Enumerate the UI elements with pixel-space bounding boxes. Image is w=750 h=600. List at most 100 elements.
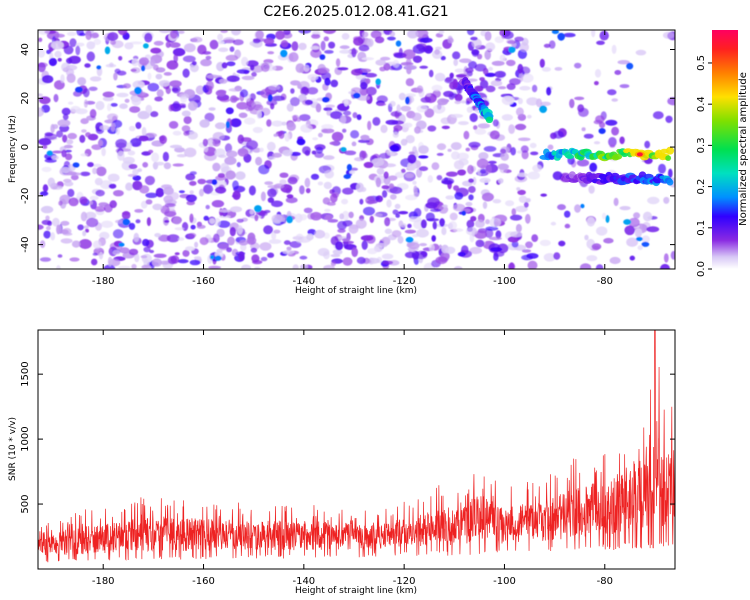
spectrogram-cell — [155, 161, 165, 166]
spectrogram-cell — [540, 193, 547, 197]
spectrogram-cell — [219, 98, 230, 103]
spectrogram-cell — [286, 122, 296, 131]
spectrogram-cell — [56, 224, 61, 235]
spectrogram-cell — [208, 107, 216, 111]
spectrogram-cell — [115, 219, 123, 224]
spectrogram-cell — [578, 107, 589, 117]
spectrogram-cell — [296, 138, 306, 146]
spectrogram-cell — [391, 230, 402, 238]
spectrogram-cell — [237, 148, 249, 157]
spectrogram-cell — [484, 31, 492, 41]
spectrogram-cell — [310, 211, 322, 221]
colorbar-tick-label: 0.1 — [696, 220, 707, 236]
spectrogram-cell — [389, 186, 403, 194]
spectrogram-cell — [91, 32, 99, 38]
spectrogram-cell — [39, 257, 52, 262]
spectrogram-cell — [281, 121, 287, 126]
spectrogram-cell — [273, 183, 285, 189]
spectrogram-cell — [307, 229, 317, 236]
spectrogram-cell — [586, 216, 596, 227]
spectrogram-cell — [42, 145, 48, 149]
spectrogram-cell — [275, 30, 285, 40]
spectrogram-cell — [247, 232, 256, 242]
spectrogram-cell — [303, 64, 310, 72]
spectrogram-cell — [332, 249, 343, 255]
spectrogram-cell — [107, 256, 113, 267]
spectrogram-cell — [77, 77, 87, 86]
spectrogram-cell — [133, 232, 140, 242]
spectrogram-cell — [67, 101, 74, 105]
spectrogram-cell — [187, 232, 197, 238]
spectrogram-cell — [474, 128, 487, 135]
spectrogram-cell — [291, 41, 299, 51]
spectrogram-cell — [405, 194, 418, 201]
spectrogram-cell — [500, 152, 510, 161]
spectrogram-cell — [611, 98, 618, 102]
spectrogram-cell — [226, 61, 236, 67]
spectrogram-cell — [335, 241, 344, 251]
spectrogram-cell — [479, 77, 485, 82]
spectrogram-cell — [67, 188, 75, 198]
spectrogram-cell — [376, 102, 387, 107]
spectrogram-cell — [38, 48, 46, 58]
spectrogram-cell — [372, 117, 381, 126]
spectrogram-cell — [254, 214, 259, 222]
spectrogram-cell — [43, 230, 51, 239]
spectrogram-cell — [442, 204, 448, 208]
spectrogram-cell — [69, 38, 77, 48]
spectrogram-cell — [323, 181, 332, 190]
spectrogram-y-tick-label: -40 — [20, 236, 31, 252]
spectrogram-cell — [217, 40, 225, 45]
spectrogram-cell — [299, 255, 308, 260]
spectrogram-cell — [273, 229, 281, 234]
spectrogram-cell — [523, 201, 529, 208]
spectrogram-cell — [330, 261, 336, 267]
spectrogram-cell — [526, 97, 539, 106]
snr-x-tick-label: -160 — [192, 576, 215, 587]
spectrogram-cell — [558, 240, 566, 247]
spectrogram-cell — [436, 175, 443, 181]
spectrogram-cell — [244, 117, 256, 125]
spectrogram-cell — [118, 56, 123, 61]
spectrogram-cell — [593, 141, 601, 145]
spectrogram-cell — [495, 230, 502, 239]
spectrogram-cell — [518, 195, 528, 203]
spectrogram-cell — [580, 203, 585, 209]
spectrogram-cell — [107, 103, 112, 112]
spectrogram-cell — [140, 255, 148, 259]
spectrogram-cell — [483, 146, 497, 152]
spectrogram-cell — [668, 168, 673, 179]
spectrogram-cell — [159, 30, 171, 34]
spectrogram-cell — [418, 155, 429, 159]
spectrogram-cell — [98, 251, 104, 260]
spectrogram-cell — [83, 88, 90, 98]
spectrogram-cell — [487, 160, 497, 164]
spectrogram-cell — [93, 163, 102, 168]
spectrogram-cell — [405, 236, 414, 243]
spectrogram-cell — [218, 47, 229, 53]
spectrogram-cell — [467, 30, 475, 36]
spectrogram-cell — [128, 222, 136, 230]
spectrogram-cell — [129, 106, 141, 113]
spectrogram-cell — [588, 185, 595, 194]
spectrogram-cell — [109, 62, 114, 67]
spectrogram-cell — [515, 107, 524, 117]
spectrogram-cell — [396, 104, 401, 113]
spectrogram-cell — [66, 139, 74, 145]
spectrogram-cell — [348, 211, 354, 219]
spectrogram-cell — [477, 123, 491, 129]
spectrogram-cell — [458, 121, 469, 126]
spectrogram-cell — [263, 225, 273, 235]
spectrogram-cell — [232, 190, 241, 200]
spectrogram-cell — [259, 147, 264, 153]
spectrogram-cell — [199, 188, 204, 197]
spectrogram-cell — [68, 197, 79, 207]
spectrogram-cell — [402, 49, 416, 60]
spectrogram-cell — [608, 137, 617, 147]
spectrogram-cell — [167, 256, 177, 265]
spectrogram-cell — [531, 234, 539, 243]
spectrogram-cell — [521, 254, 533, 261]
spectrogram-cell — [317, 248, 330, 257]
spectrogram-cell — [109, 200, 117, 209]
spectrogram-cell — [454, 68, 465, 73]
